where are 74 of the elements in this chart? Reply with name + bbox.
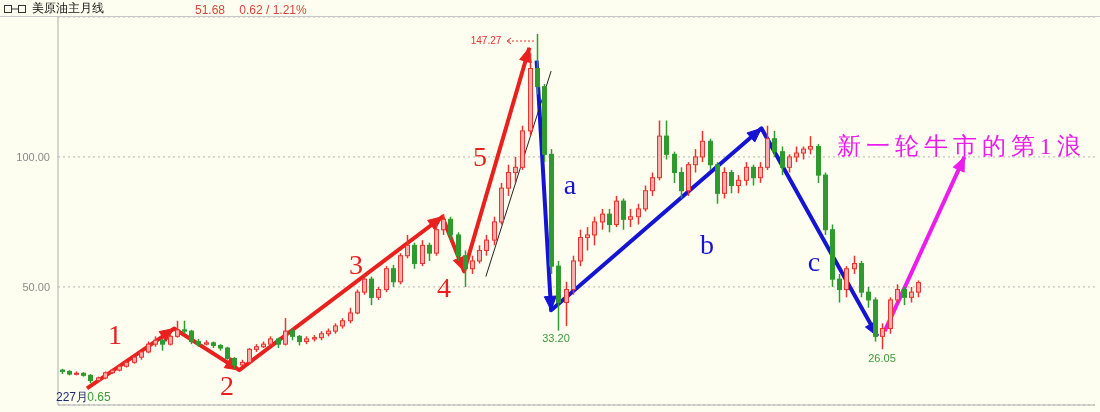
candlestick xyxy=(729,169,734,195)
annotation: 3 xyxy=(349,249,363,280)
candlestick xyxy=(391,264,396,288)
candlestick xyxy=(844,265,849,299)
candlestick xyxy=(772,130,777,158)
candlestick xyxy=(456,231,461,262)
candlestick xyxy=(744,161,749,187)
candlestick xyxy=(441,213,446,236)
candlestick xyxy=(679,166,685,200)
candlestick xyxy=(700,130,705,163)
candlestick xyxy=(722,166,727,200)
candlestick xyxy=(513,156,518,184)
annotation: 26.05 xyxy=(868,351,896,364)
candlestick xyxy=(506,163,511,197)
candlestick xyxy=(600,208,605,231)
candlestick xyxy=(664,119,669,161)
annotation: c xyxy=(807,246,821,277)
annotation: 227月 xyxy=(55,390,88,404)
candlestick xyxy=(564,280,569,327)
candlestick xyxy=(708,137,713,171)
candlestick xyxy=(412,241,417,270)
candlestick xyxy=(420,239,425,267)
candlestick xyxy=(448,215,453,241)
candlestick xyxy=(643,184,648,213)
candlestick xyxy=(614,195,619,228)
candlestick xyxy=(808,135,813,156)
annotation: 1 xyxy=(108,319,122,350)
candlestick xyxy=(866,286,871,309)
y-tick-label: 50.00 xyxy=(22,280,50,293)
y-tick-label: 100.00 xyxy=(16,150,50,163)
candlestick xyxy=(362,273,367,296)
candlestick xyxy=(636,202,641,226)
candlestick xyxy=(585,226,590,252)
candlestick xyxy=(751,163,756,187)
candlestick xyxy=(650,171,655,197)
annotation: a xyxy=(563,169,577,200)
candlestick xyxy=(592,215,597,247)
candlestick xyxy=(463,249,468,288)
annotation: 4 xyxy=(437,272,451,303)
candlestick xyxy=(470,254,475,275)
candlestick xyxy=(578,228,583,267)
annotation: 147.27 xyxy=(470,35,502,46)
candlestick xyxy=(492,215,497,247)
chart-title: 美原油主月线 xyxy=(32,1,104,15)
annotation: 新一轮牛市的第1浪 xyxy=(836,133,1086,159)
candlestick xyxy=(283,317,288,347)
candlestick xyxy=(355,288,360,315)
candlestick xyxy=(758,161,763,184)
annotation: 5 xyxy=(473,141,487,172)
candlestick xyxy=(736,174,741,195)
candlestick xyxy=(780,145,785,176)
candlestick xyxy=(369,275,374,306)
candlestick xyxy=(535,33,540,96)
annotation: 33.20 xyxy=(542,331,570,344)
candlestick xyxy=(607,208,612,234)
candlestick xyxy=(427,241,432,262)
annotation: 0.65 xyxy=(87,390,111,404)
candlestick xyxy=(484,234,489,257)
candlestick xyxy=(405,234,410,260)
candlestick xyxy=(477,244,482,265)
annotation: 0.62 / 1.21% xyxy=(239,3,307,17)
candlestick xyxy=(621,197,626,231)
candlestick xyxy=(852,254,857,275)
candlestick xyxy=(880,322,885,350)
candlestick xyxy=(384,265,389,293)
annotation: 2 xyxy=(220,370,234,401)
candlestick xyxy=(787,153,792,174)
candlestick xyxy=(672,150,677,184)
candlestick xyxy=(837,273,842,304)
candlestick xyxy=(628,208,633,228)
annotation: b xyxy=(700,229,714,260)
candlestick xyxy=(434,223,439,257)
annotation: 51.68 xyxy=(194,3,226,17)
candlestick xyxy=(693,148,698,174)
